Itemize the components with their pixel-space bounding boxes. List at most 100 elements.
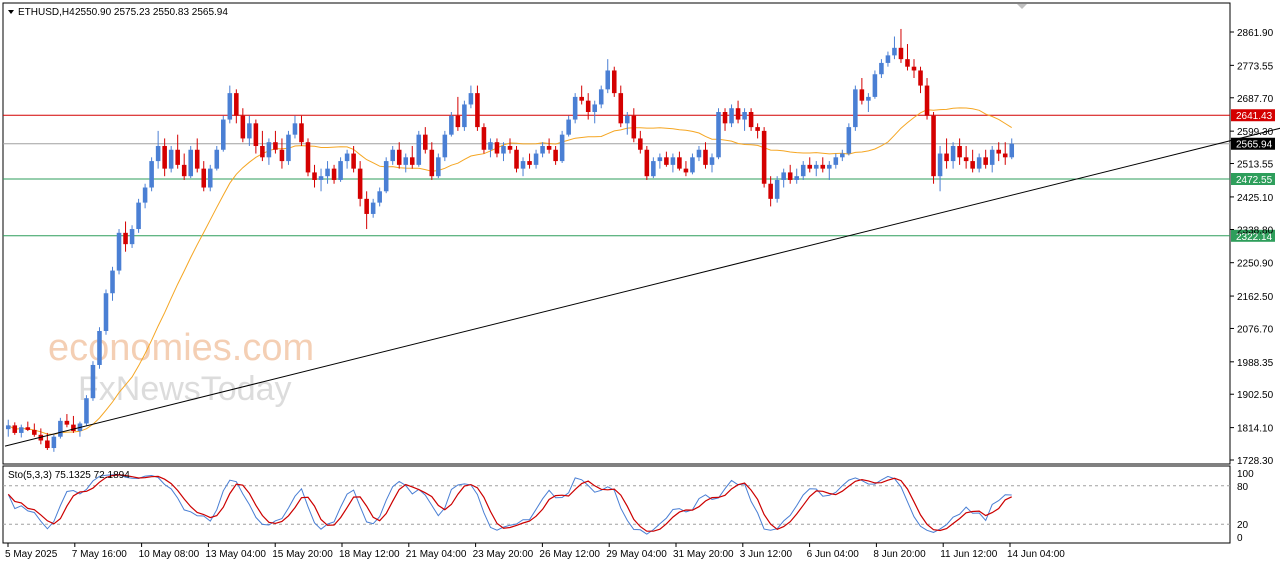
candle-body — [403, 157, 409, 165]
time-tick-label: 8 Jun 20:00 — [873, 549, 926, 560]
symbol-label: ETHUSD,H4 — [18, 7, 75, 18]
candle-body — [598, 89, 604, 105]
candle-body — [696, 149, 702, 158]
candle-body — [299, 123, 304, 143]
candle-body — [286, 134, 291, 162]
candle-body — [963, 157, 969, 162]
candle-body — [670, 157, 676, 165]
candle-body — [514, 149, 519, 169]
price-tick-label: 2513.55 — [1237, 160, 1274, 171]
candle-body — [709, 157, 715, 165]
candle-body — [957, 145, 962, 158]
candle-body — [794, 176, 799, 180]
candle-body — [97, 330, 102, 365]
time-tick-label: 21 May 04:00 — [406, 549, 467, 560]
candle-body — [742, 112, 747, 120]
stochastic-axis: 100 80 20 0 — [1237, 469, 1254, 544]
candle-body — [344, 153, 350, 162]
scroll-marker-icon[interactable] — [1017, 4, 1027, 9]
candle-body — [481, 127, 487, 150]
time-tick-label: 29 May 04:00 — [606, 549, 667, 560]
horizontal-levels: 2641.43 2565.94 2472.55 2322.14 — [3, 109, 1275, 243]
candle-body — [559, 134, 565, 162]
ohlc-values: 2550.90 2575.23 2550.83 2565.94 — [75, 7, 228, 18]
candle-body — [807, 164, 813, 169]
price-tick-label: 2076.70 — [1237, 324, 1274, 335]
time-tick-label: 31 May 20:00 — [673, 549, 734, 560]
candle-body — [71, 424, 76, 432]
price-tick-label: 2162.50 — [1237, 292, 1274, 303]
candle-body — [703, 149, 708, 165]
candle-body — [488, 142, 493, 150]
candle-body — [840, 153, 845, 158]
support-trendline — [4, 127, 1280, 447]
candle-body — [475, 93, 480, 128]
candle-body — [338, 161, 343, 180]
candle-body — [123, 232, 128, 245]
candle-body — [429, 149, 435, 177]
candle-body — [827, 164, 832, 169]
candle-body — [25, 427, 31, 430]
candle-body — [253, 123, 259, 146]
candle-body — [234, 93, 239, 116]
candle-body — [813, 164, 819, 169]
candle-body — [455, 115, 461, 128]
candle-body — [260, 145, 265, 158]
candle-body — [716, 112, 721, 158]
level-price-resistance: 2641.43 — [1236, 111, 1273, 122]
candle-body — [638, 138, 643, 150]
candle-body — [892, 47, 897, 56]
candle-body — [351, 153, 356, 169]
candle-body — [221, 119, 226, 150]
candle-body — [90, 364, 96, 399]
candle-body — [996, 149, 1001, 154]
candle-body — [989, 149, 995, 165]
stoch-k-line — [7, 473, 1012, 535]
candle-body — [970, 161, 975, 169]
candle-body — [898, 47, 904, 60]
stoch-d-line — [7, 474, 1012, 532]
candle-body — [683, 168, 689, 173]
symbol-dropdown-icon[interactable] — [8, 10, 14, 14]
candle-body — [64, 420, 70, 425]
candle-body — [423, 134, 428, 150]
price-axis: 2861.90 2773.55 2687.70 2599.30 2513.55 2425.… — [1230, 28, 1274, 467]
candle-body — [572, 96, 578, 120]
candle-body — [318, 176, 324, 180]
candle-body — [605, 70, 611, 90]
candle-body — [5, 425, 11, 430]
candle-body — [19, 427, 24, 433]
time-tick-label: 14 Jun 04:00 — [1007, 549, 1065, 560]
level-tag-support — [1231, 173, 1275, 186]
level-tag-support — [1231, 229, 1275, 242]
candle-body — [631, 115, 637, 139]
watermark-fxnewstoday: FxNewsToday — [78, 370, 292, 408]
candle-body — [625, 115, 630, 124]
candle-body — [905, 59, 910, 67]
candle-body — [181, 164, 187, 177]
candle-body — [533, 153, 539, 165]
candle-body — [755, 127, 760, 131]
candle-body — [32, 429, 37, 435]
candle-body — [194, 149, 200, 169]
level-price-current: 2565.94 — [1236, 140, 1273, 151]
candle-body — [507, 145, 513, 150]
candle-body — [149, 161, 154, 188]
candle-body — [468, 93, 474, 105]
candle-body — [657, 157, 663, 162]
candle-body — [312, 172, 317, 180]
price-tick-label: 2773.55 — [1237, 61, 1274, 72]
candle-body — [768, 183, 773, 199]
candle-body — [273, 142, 278, 150]
level-price-support: 2322.14 — [1236, 232, 1273, 243]
level-tag-resistance — [1231, 109, 1275, 122]
candle-body — [872, 74, 878, 97]
candle-body — [331, 168, 337, 180]
time-tick-label: 3 Jun 12:00 — [740, 549, 793, 560]
candle-body — [879, 62, 884, 75]
candle-body — [924, 85, 930, 116]
time-tick-label: 26 May 12:00 — [539, 549, 600, 560]
candle-body — [976, 157, 982, 169]
candle-body — [761, 130, 767, 184]
time-tick-label: 23 May 20:00 — [473, 549, 534, 560]
